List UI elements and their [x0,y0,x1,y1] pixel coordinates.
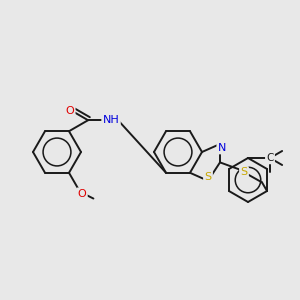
Text: S: S [204,172,211,182]
Text: S: S [240,167,247,177]
Text: N: N [218,143,226,153]
Text: C: C [266,153,274,163]
Text: O: O [78,189,86,199]
Text: O: O [65,106,74,116]
Text: NH: NH [103,115,119,125]
